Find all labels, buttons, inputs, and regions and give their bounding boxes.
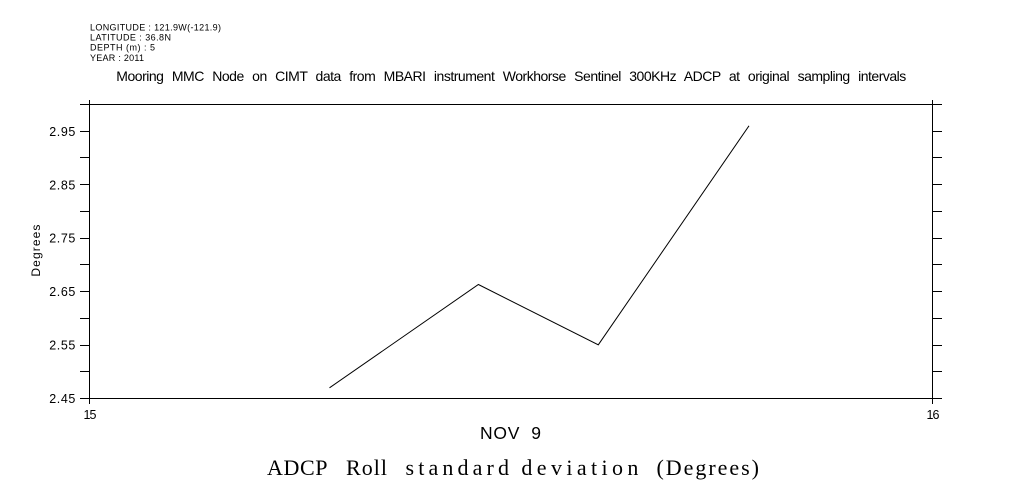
svg-text:15: 15 — [84, 408, 97, 422]
svg-text:YEAR : 2011: YEAR : 2011 — [90, 53, 144, 63]
svg-text:LATITUDE : 36.8N: LATITUDE : 36.8N — [90, 33, 171, 43]
svg-text:2.55: 2.55 — [49, 338, 75, 352]
svg-text:deviation: deviation — [521, 455, 638, 480]
svg-text:ADCP: ADCP — [267, 455, 328, 480]
svg-text:standard: standard — [406, 455, 510, 480]
svg-text:2.75: 2.75 — [49, 232, 75, 246]
svg-text:Roll: Roll — [346, 455, 387, 480]
svg-text:2.95: 2.95 — [49, 125, 75, 139]
svg-text:LONGITUDE : 121.9W(-121.9): LONGITUDE : 121.9W(-121.9) — [90, 23, 221, 33]
svg-text:Degrees: Degrees — [29, 225, 43, 277]
svg-text:16: 16 — [927, 408, 940, 422]
svg-text:2.45: 2.45 — [49, 392, 75, 406]
svg-text:(Degrees): (Degrees) — [657, 455, 760, 480]
svg-text:DEPTH (m) : 5: DEPTH (m) : 5 — [90, 43, 155, 53]
svg-text:2.65: 2.65 — [49, 285, 75, 299]
svg-text:2.85: 2.85 — [49, 178, 75, 192]
svg-text:Mooring MMC Node on CIMT data: Mooring MMC Node on CIMT data from MBARI… — [116, 68, 906, 84]
svg-text:NOV 9: NOV 9 — [480, 423, 541, 443]
